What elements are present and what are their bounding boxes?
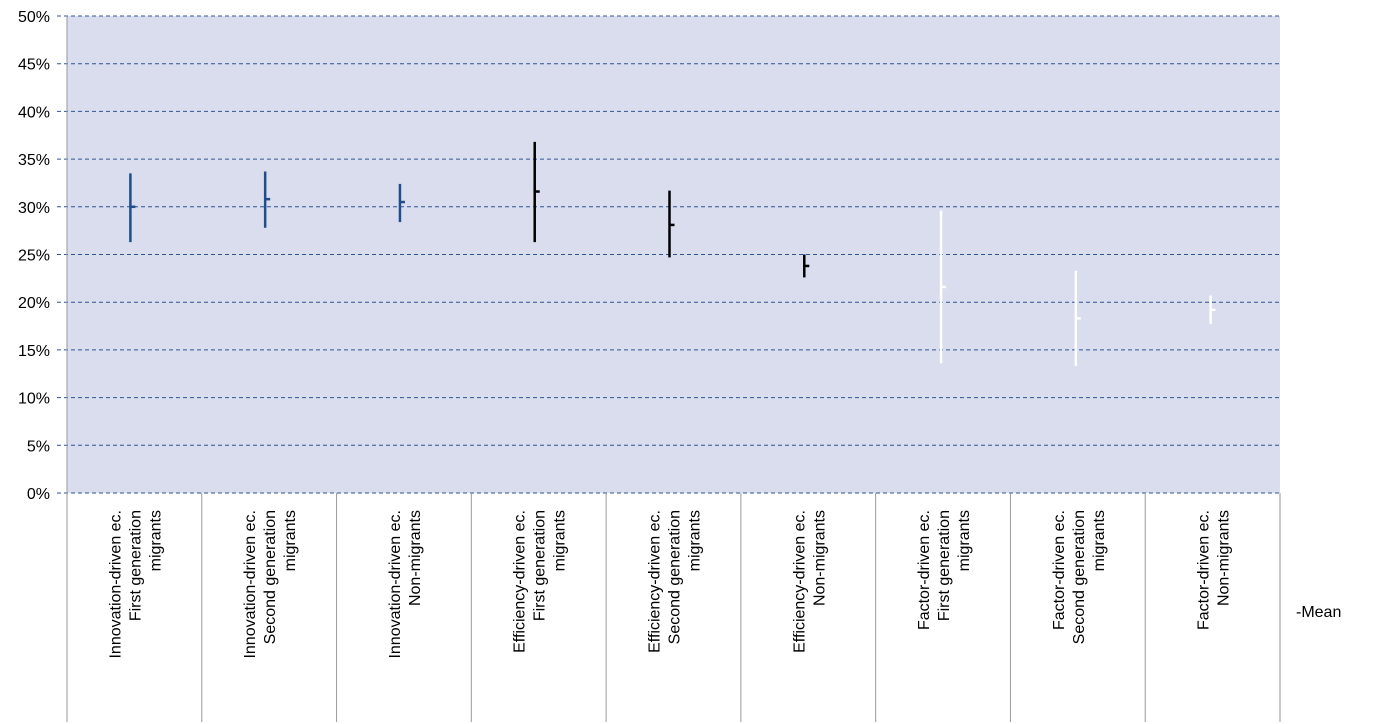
category-label: Innovation-driven ec. Non-migrants bbox=[387, 510, 424, 659]
category-label-line: migrants bbox=[1091, 510, 1108, 571]
y-tick-label: 25% bbox=[18, 248, 50, 265]
category-label-line: First generation bbox=[532, 510, 549, 621]
error-bar bbox=[668, 190, 675, 258]
y-tick-label: 0% bbox=[27, 486, 50, 503]
y-tick-label: 40% bbox=[18, 104, 50, 121]
category-label-line: Non-migrants bbox=[407, 510, 424, 606]
category-label-line: Second generation bbox=[262, 510, 279, 644]
y-tick-label: 20% bbox=[18, 295, 50, 312]
error-bar bbox=[803, 254, 810, 278]
category-label-line: migrants bbox=[552, 510, 569, 571]
category-label-line: Innovation-driven ec. bbox=[387, 510, 404, 659]
category-label-line: migrants bbox=[147, 510, 164, 571]
category-label: Factor-driven ec. Non-migrants bbox=[1196, 510, 1233, 630]
error-bar bbox=[1074, 270, 1081, 367]
category-label-line: Efficiency-driven ec. bbox=[647, 510, 664, 653]
error-bar bbox=[533, 141, 540, 243]
category-label: Factor-driven ec. Second generation migran… bbox=[1051, 510, 1108, 644]
category-label: Innovation-driven ec. First generation mig… bbox=[107, 510, 164, 659]
y-tick-label: 30% bbox=[18, 200, 50, 217]
y-tick-label: 45% bbox=[18, 57, 50, 74]
y-tick-label: 10% bbox=[18, 391, 50, 408]
category-label-line: Efficiency-driven ec. bbox=[791, 510, 808, 653]
category-label-line: Factor-driven ec. bbox=[1196, 510, 1213, 630]
category-label: Efficiency-driven ec. Non-migrants bbox=[791, 510, 828, 653]
y-tick-label: 15% bbox=[18, 343, 50, 360]
y-tick-label: 50% bbox=[18, 9, 50, 26]
category-label-line: migrants bbox=[956, 510, 973, 571]
y-axis-ticks: 0% 5% 10% 15% 20% 25% 30% 35% 40% 45% 50% bbox=[18, 9, 50, 503]
error-bar bbox=[1209, 295, 1216, 325]
gridlines bbox=[57, 15, 1280, 494]
category-label-line: Innovation-driven ec. bbox=[107, 510, 124, 659]
category-label: Innovation-driven ec. Second generation mi… bbox=[242, 510, 299, 659]
category-label-line: migrants bbox=[687, 510, 704, 571]
y-tick-label: 5% bbox=[27, 438, 50, 455]
category-label-line: Non-migrants bbox=[1216, 510, 1233, 606]
category-label-line: First generation bbox=[936, 510, 953, 621]
category-label-line: Non-migrants bbox=[811, 510, 828, 606]
category-label-line: migrants bbox=[282, 510, 299, 571]
error-bar bbox=[398, 183, 405, 223]
category-label-line: Innovation-driven ec. bbox=[242, 510, 259, 659]
category-label-line: Second generation bbox=[667, 510, 684, 644]
error-bar bbox=[939, 210, 947, 364]
error-bar bbox=[129, 173, 136, 243]
category-label: Factor-driven ec. First generation migrant… bbox=[916, 510, 973, 630]
y-tick-label: 35% bbox=[18, 152, 50, 169]
category-label: Efficiency-driven ec. First generation mig… bbox=[512, 510, 569, 653]
error-bars bbox=[129, 141, 1216, 367]
error-bar bbox=[263, 171, 271, 228]
legend-mean-label: -Mean bbox=[1296, 604, 1341, 621]
category-label-line: Factor-driven ec. bbox=[1051, 510, 1068, 630]
category-label-line: Factor-driven ec. bbox=[916, 510, 933, 630]
category-label-line: Second generation bbox=[1071, 510, 1088, 644]
category-label: Efficiency-driven ec. Second generation mi… bbox=[647, 510, 704, 653]
category-label-line: Efficiency-driven ec. bbox=[512, 510, 529, 653]
category-label-line: First generation bbox=[127, 510, 144, 621]
x-axis: Innovation-driven ec. First generation mig… bbox=[66, 16, 1281, 722]
